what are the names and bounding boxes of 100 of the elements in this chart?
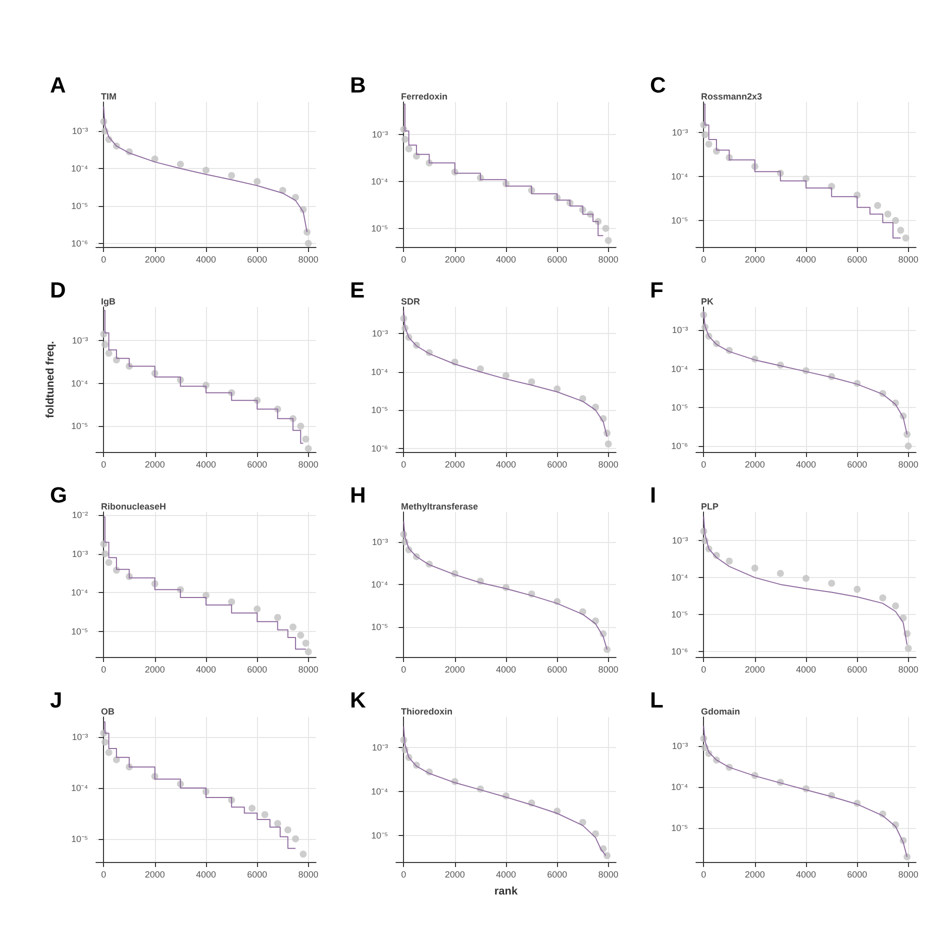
point (112, 756, 120, 764)
point (304, 445, 312, 452)
point (904, 853, 911, 860)
x-tick-label: 2000 (444, 870, 465, 880)
point (105, 749, 112, 756)
x-tick-label: 0 (101, 664, 106, 674)
text: F (650, 278, 664, 302)
y-tick-label: 10⁻⁵ (671, 216, 688, 226)
x-tick-label: 2000 (144, 664, 165, 674)
chart-title: PLP (701, 502, 719, 512)
point (302, 436, 310, 443)
point (274, 614, 282, 621)
text: B (350, 72, 366, 98)
point (892, 602, 900, 610)
x-tick-label: 2000 (444, 254, 465, 264)
x-tick-label: 8000 (298, 254, 318, 264)
point (100, 540, 108, 548)
x-tick-label: 6000 (847, 254, 868, 264)
point (254, 605, 261, 612)
point (828, 580, 836, 587)
chart-title: Ferredoxin (401, 92, 448, 102)
y-tick-label: 10⁻³ (72, 126, 88, 136)
point (701, 131, 708, 138)
y-tick-label: 10⁻⁴ (71, 588, 88, 598)
x-tick-label: 4000 (496, 664, 516, 674)
x-tick-label: 2000 (144, 460, 165, 470)
point (202, 166, 210, 174)
x-tick-label: 6000 (547, 664, 568, 674)
y-tick-label: 10⁻⁴ (671, 364, 688, 374)
point (105, 350, 112, 357)
x-tick-label: 4000 (796, 664, 816, 674)
x-tick-label: 2000 (744, 460, 765, 470)
x-tick-label: 0 (701, 460, 706, 470)
x-tick-label: 0 (701, 664, 706, 674)
point (892, 217, 900, 224)
point (502, 372, 510, 380)
point (261, 811, 268, 818)
x-tick-label: 4000 (196, 870, 216, 880)
chart-title: Gdomain (701, 706, 740, 716)
point (304, 648, 312, 656)
x-tick-label: 2000 (744, 870, 765, 880)
point (726, 558, 733, 565)
x-tick-label: 0 (101, 460, 106, 470)
chart-title: RibonucleaseH (101, 502, 166, 512)
y-axis-title: foldtuned freq. (44, 341, 56, 418)
x-tick-label: 6000 (547, 254, 568, 264)
point (802, 175, 810, 182)
y-tick-label: 10⁻³ (72, 548, 88, 559)
y-tick-label: 10⁻⁴ (371, 366, 388, 377)
x-tick-label: 8000 (898, 870, 918, 880)
chart-title: Methyltransferase (401, 502, 478, 512)
point (304, 228, 311, 236)
x-tick-label: 8000 (898, 460, 918, 470)
point (302, 640, 310, 647)
point (897, 226, 904, 234)
text: G (50, 482, 68, 508)
point (904, 442, 912, 450)
point (528, 378, 536, 386)
text: A (50, 72, 66, 98)
x-tick-label: 6000 (247, 870, 268, 880)
y-tick-label: 10⁻³ (672, 128, 688, 138)
y-tick-label: 10⁻³ (72, 732, 88, 742)
chart-title: TIM (101, 92, 116, 102)
x-tick-label: 8000 (298, 870, 318, 880)
y-tick-label: 10⁻² (72, 510, 88, 520)
point (705, 140, 712, 148)
point (101, 341, 108, 348)
y-tick-label: 10⁻⁴ (371, 786, 388, 797)
x-tick-label: 2000 (744, 664, 765, 674)
point (284, 826, 292, 834)
y-tick-label: 10⁻⁵ (71, 834, 88, 844)
point (802, 574, 810, 582)
x-tick-label: 6000 (847, 460, 868, 470)
y-tick-label: 10⁻⁴ (671, 172, 688, 182)
y-tick-label: 10⁻⁵ (671, 823, 688, 834)
x-tick-label: 6000 (847, 664, 868, 674)
x-tick-label: 6000 (247, 664, 268, 674)
x-tick-label: 4000 (796, 254, 816, 264)
point (254, 178, 261, 186)
x-tick-label: 4000 (196, 254, 216, 264)
text: E (350, 278, 365, 302)
point (228, 172, 236, 180)
x-tick-label: 2000 (744, 254, 765, 264)
point (776, 570, 784, 577)
y-tick-label: 10⁻⁴ (671, 782, 688, 792)
x-tick-label: 4000 (196, 460, 216, 470)
point (304, 240, 312, 247)
x-tick-label: 0 (401, 870, 406, 880)
x-tick-label: 0 (101, 870, 106, 880)
point (292, 835, 300, 842)
y-tick-label: 10⁻⁶ (671, 646, 688, 656)
y-tick-label: 10⁻⁵ (371, 622, 388, 632)
x-tick-label: 4000 (496, 870, 516, 880)
y-tick-label: 10⁻⁵ (371, 830, 388, 841)
point (176, 160, 184, 168)
x-tick-label: 8000 (598, 664, 618, 674)
chart-title: OB (101, 706, 115, 716)
text: I (650, 482, 656, 508)
text: H (350, 482, 366, 508)
point (604, 852, 611, 860)
